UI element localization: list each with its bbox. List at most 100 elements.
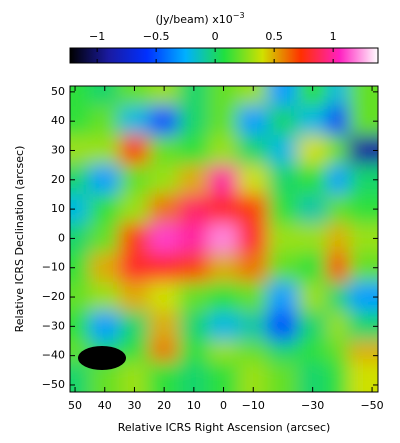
heatmap-cell: [237, 223, 269, 254]
heatmap-cell: [119, 164, 150, 195]
heatmap-cell: [178, 311, 210, 342]
heatmap-cell: [208, 311, 239, 342]
heatmap-cell: [348, 223, 378, 254]
heatmap-cell: [237, 106, 269, 137]
heatmap-cell: [348, 164, 378, 195]
colorbar-unit: (Jy/beam) x10: [155, 13, 232, 26]
heatmap-cell: [148, 223, 180, 254]
x-tick-label: 30: [127, 399, 141, 412]
heatmap-clip: [70, 86, 378, 392]
heatmap-cell: [297, 223, 329, 254]
y-tick-label: 50: [51, 85, 65, 98]
y-tick-label: −10: [42, 261, 65, 274]
heatmap-cell: [178, 135, 210, 166]
colorbar: [69, 47, 379, 64]
heatmap-cell: [148, 106, 180, 137]
x-tick-label: 10: [187, 399, 201, 412]
heatmap-cell: [208, 223, 239, 254]
heatmap-cell: [297, 311, 329, 342]
heatmap-cell: [178, 193, 210, 225]
heatmap-cell: [119, 193, 150, 225]
heatmap-cell: [208, 281, 239, 313]
y-tick-label: 20: [51, 173, 65, 186]
heatmap-cell: [178, 361, 210, 392]
heatmap-cell: [208, 135, 239, 166]
x-tick-label: 20: [157, 399, 171, 412]
heatmap-cell: [89, 223, 121, 254]
heatmap-cell: [348, 361, 378, 392]
heatmap-cell: [237, 193, 269, 225]
heatmap: [70, 86, 378, 392]
y-tick-label: 0: [58, 231, 65, 244]
colorbar-label: (Jy/beam) x10−3: [155, 11, 244, 27]
heatmap-cell: [89, 252, 121, 283]
heatmap-cell: [208, 252, 239, 283]
heatmap-cell: [89, 281, 121, 313]
heatmap-cell: [148, 193, 180, 225]
heatmap-cell: [208, 361, 239, 392]
heatmap-cell: [267, 311, 299, 342]
heatmap-cell: [148, 164, 180, 195]
heatmap-cell: [148, 135, 180, 166]
heatmap-cell: [348, 106, 378, 137]
colorbar-tick-label: 0.5: [265, 30, 283, 43]
heatmap-cell: [297, 361, 329, 392]
heatmap-cell: [148, 252, 180, 283]
colorbar-tick-label: 0: [212, 30, 219, 43]
heatmap-cell: [297, 164, 329, 195]
heatmap-cell: [119, 281, 150, 313]
heatmap-cell: [348, 252, 378, 283]
heatmap-cell: [148, 311, 180, 342]
heatmap-cell: [267, 252, 299, 283]
x-tick-label: −10: [242, 399, 265, 412]
heatmap-cell: [119, 223, 150, 254]
heatmap-cell: [237, 164, 269, 195]
y-tick-label: −40: [42, 349, 65, 362]
heatmap-cell: [89, 106, 121, 137]
y-tick-label: −50: [42, 378, 65, 391]
heatmap-cell: [348, 135, 378, 166]
heatmap-cell: [119, 135, 150, 166]
colorbar-exponent: −3: [233, 11, 245, 20]
heatmap-cell: [148, 281, 180, 313]
heatmap-cell: [297, 193, 329, 225]
heatmap-cell: [178, 252, 210, 283]
heatmap-cell: [119, 252, 150, 283]
colorbar-tick-label: −1: [89, 30, 105, 43]
heatmap-cell: [119, 106, 150, 137]
heatmap-cell: [178, 223, 210, 254]
y-tick-label: −30: [42, 319, 65, 332]
heatmap-cell: [89, 311, 121, 342]
heatmap-cell: [348, 193, 378, 225]
colorbar-tick-label: 1: [330, 30, 337, 43]
heatmap-cell: [237, 311, 269, 342]
y-tick-label: −20: [42, 290, 65, 303]
heatmap-cell: [237, 252, 269, 283]
y-tick-label: 30: [51, 143, 65, 156]
heatmap-cell: [267, 193, 299, 225]
heatmap-cell: [208, 193, 239, 225]
heatmap-cell: [208, 164, 239, 195]
heatmap-cell: [297, 106, 329, 137]
heatmap-cell: [267, 164, 299, 195]
y-tick-label: 40: [51, 114, 65, 127]
heatmap-cell: [178, 281, 210, 313]
heatmap-cell: [148, 361, 180, 392]
x-tick-label: 40: [98, 399, 112, 412]
heatmap-cell: [178, 106, 210, 137]
heatmap-cell: [119, 361, 150, 392]
heatmap-cell: [237, 135, 269, 166]
x-tick-label: 50: [68, 399, 82, 412]
heatmap-cell: [267, 281, 299, 313]
x-tick-label: 0: [220, 399, 227, 412]
heatmap-cell: [89, 193, 121, 225]
heatmap-cell: [237, 281, 269, 313]
y-tick-label: 10: [51, 202, 65, 215]
heatmap-cell: [208, 106, 239, 137]
y-axis-label: Relative ICRS Declination (arcsec): [13, 146, 26, 333]
heatmap-cell: [267, 223, 299, 254]
heatmap-cell: [89, 135, 121, 166]
heatmap-cell: [89, 164, 121, 195]
heatmap-cell: [348, 311, 378, 342]
